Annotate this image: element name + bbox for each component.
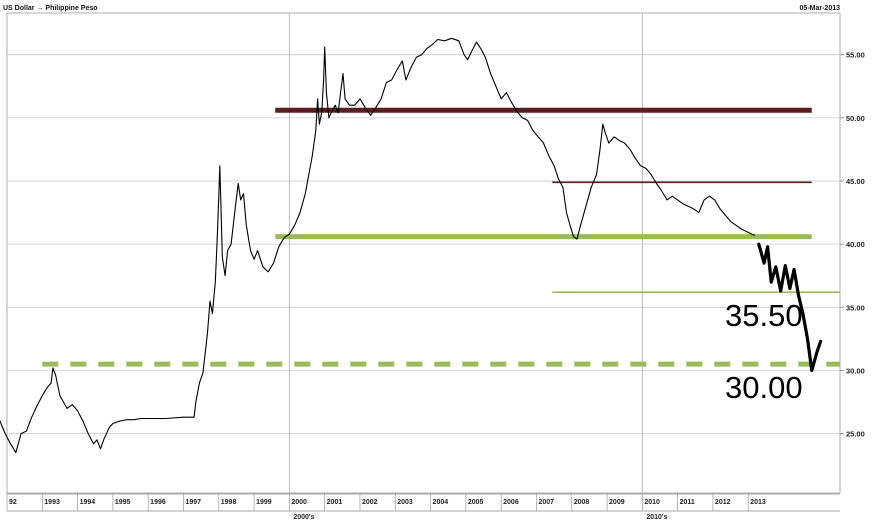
x-tick-label: 92 [9, 499, 17, 506]
gridlines [7, 13, 840, 493]
chart-title: US Dollar → Philippine Peso [3, 5, 98, 12]
x-tick-label: 2000 [291, 499, 307, 506]
y-tick-label: 25.00 [846, 430, 865, 439]
level-label: 30.00 [725, 370, 803, 405]
x-tick-label: 2001 [327, 499, 343, 506]
level-lines [42, 107, 840, 367]
y-tick-label: 45.00 [846, 177, 865, 186]
x-tick-label: 2006 [503, 499, 519, 506]
x-tick-label: 2010 [644, 499, 660, 506]
series-lines [0, 37, 823, 454]
level-label: 35.50 [725, 298, 803, 333]
x-tick-label: 2011 [680, 499, 695, 506]
y-tick-label: 35.00 [846, 303, 865, 312]
y-tick-label: 30.00 [846, 366, 865, 375]
level-labels: 35.50 30.00 [725, 298, 803, 405]
y-axis-ticks: 25.00 30.00 35.00 40.00 45.00 50.00 55.00 [840, 51, 865, 439]
x-tick-label: 1995 [115, 499, 131, 506]
x-tick-label: 1994 [80, 499, 96, 506]
projection-line [757, 242, 823, 373]
decade-label: 2000's [293, 514, 314, 521]
x-tick-label: 2008 [574, 499, 590, 506]
price-line [0, 37, 756, 454]
x-tick-label: 1998 [221, 499, 237, 506]
x-axis: 92 1993 1994 1995 1996 1997 1998 1999 2000 2001 20… [6, 493, 840, 521]
x-tick-label: 2013 [750, 499, 766, 506]
x-tick-label: 2005 [468, 499, 484, 506]
x-tick-label: 2007 [538, 499, 554, 506]
x-tick-label: 1999 [256, 499, 272, 506]
x-tick-label: 1993 [44, 499, 60, 506]
x-tick-label: 2003 [397, 499, 413, 506]
decade-label: 2010's [646, 514, 667, 521]
plot-frame [6, 12, 841, 494]
x-tick-label: 2009 [609, 499, 625, 506]
x-tick-label: 2012 [715, 499, 731, 506]
x-tick-label: 2002 [362, 499, 378, 506]
y-tick-label: 40.00 [846, 240, 865, 249]
x-tick-label: 1997 [185, 499, 201, 506]
y-tick-label: 50.00 [846, 114, 865, 123]
y-tick-label: 55.00 [846, 51, 865, 60]
x-tick-label: 1996 [150, 499, 166, 506]
x-tick-label: 2004 [433, 499, 449, 506]
chart-date: 05-Mar-2013 [800, 5, 841, 12]
